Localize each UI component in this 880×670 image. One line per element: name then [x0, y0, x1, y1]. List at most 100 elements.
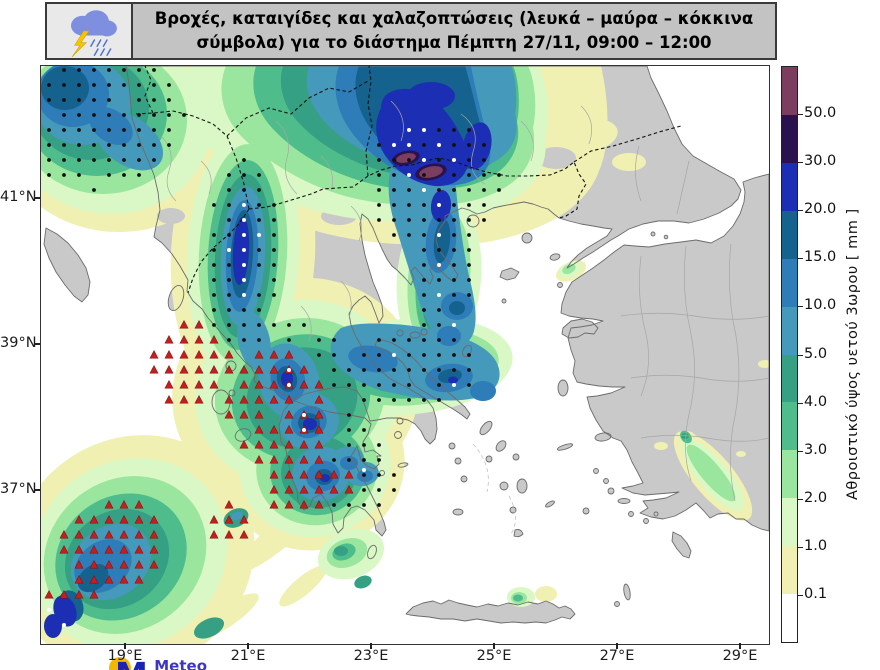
hail-symbol [59, 529, 69, 539]
lon-tick-23E: 23°E [353, 648, 389, 664]
thunderstorm-dot [212, 308, 216, 312]
hail-symbol [89, 559, 99, 569]
thunderstorm-dot [272, 323, 276, 327]
hail-symbol [89, 589, 99, 599]
thunderstorm-dot [272, 218, 276, 222]
thunderstorm-dot [77, 128, 81, 132]
thunderstorm-dot [362, 488, 366, 492]
thunderstorm-dot [212, 263, 216, 267]
colorbar-segment [782, 450, 797, 499]
hail-symbol [254, 349, 264, 359]
thunderstorm-dot [257, 203, 261, 207]
hail-symbol [164, 334, 174, 344]
thunderstorm-dot [227, 188, 231, 192]
colorbar-segment [782, 306, 797, 355]
hail-symbol [89, 574, 99, 584]
hail-symbol [149, 529, 159, 539]
rain-dot [47, 608, 51, 612]
precipitation-colorbar [781, 66, 798, 643]
hail-symbol [194, 349, 204, 359]
storm-cloud-icon [71, 10, 117, 57]
thunderstorm-dot [227, 173, 231, 177]
rain-dot [302, 413, 306, 417]
thunderstorm-dot [332, 353, 336, 357]
thunderstorm-dot [452, 203, 456, 207]
thunderstorm-dot [362, 503, 366, 507]
hail-symbol [119, 529, 129, 539]
thunderstorm-dot [122, 128, 126, 132]
thunderstorm-dot [452, 188, 456, 192]
thunderstorm-dot [392, 338, 396, 342]
thunderstorm-dot [392, 233, 396, 237]
hail-symbol [284, 484, 294, 494]
thunderstorm-dot [392, 368, 396, 372]
hail-symbol [314, 484, 324, 494]
thunderstorm-dot [482, 188, 486, 192]
thunderstorm-dot [167, 98, 171, 102]
cbar-tick-1: 1.0 [804, 538, 828, 554]
hail-symbol [179, 349, 189, 359]
thunderstorm-dot [77, 98, 81, 102]
thunderstorm-dot [392, 173, 396, 177]
hail-symbol [299, 484, 309, 494]
thunderstorm-dot [182, 113, 186, 117]
thunderstorm-dots-layer [47, 68, 501, 507]
thunderstorm-dot [167, 83, 171, 87]
hail-symbol [119, 574, 129, 584]
thunderstorm-dot [407, 353, 411, 357]
lat-tick-41N: 41°N [0, 189, 37, 205]
hail-symbol [314, 394, 324, 404]
rain-dot [287, 368, 291, 372]
cbar-tick-5: 5.0 [804, 346, 828, 362]
thunderstorm-dot [392, 473, 396, 477]
hail-symbol [329, 484, 339, 494]
colorbar-segment [782, 114, 797, 163]
thunderstorm-dot [452, 368, 456, 372]
hail-symbols-layer [44, 319, 354, 599]
hail-symbol [134, 529, 144, 539]
hail-symbol [239, 529, 249, 539]
rain-dot [422, 128, 426, 132]
thunderstorm-dot [377, 203, 381, 207]
thunderstorm-dot [452, 248, 456, 252]
hail-symbol [209, 334, 219, 344]
thunderstorm-dot [152, 68, 156, 72]
hail-symbol [194, 364, 204, 374]
hail-symbol [314, 469, 324, 479]
thunderstorm-dot [167, 113, 171, 117]
thunderstorm-dot [272, 263, 276, 267]
hail-symbol [284, 439, 294, 449]
hail-symbol [299, 439, 309, 449]
thunderstorm-dot [287, 323, 291, 327]
meteo-logo-m: M [115, 655, 148, 670]
thunderstorm-dot [212, 203, 216, 207]
thunderstorm-dot [392, 188, 396, 192]
thunderstorm-dot [467, 188, 471, 192]
cbar-tick-30: 30.0 [804, 153, 837, 169]
thunderstorm-dot [167, 128, 171, 132]
thunderstorm-dot [467, 383, 471, 387]
rain-dots-layer [47, 128, 456, 627]
hail-symbol [254, 439, 264, 449]
thunderstorm-dot [122, 68, 126, 72]
thunderstorm-dot [152, 128, 156, 132]
hail-symbol [269, 379, 279, 389]
thunderstorm-dot [407, 233, 411, 237]
hail-symbol [104, 559, 114, 569]
hail-symbol [209, 349, 219, 359]
hail-symbol [314, 424, 324, 434]
hail-symbol [209, 364, 219, 374]
thunderstorm-dot [497, 173, 501, 177]
hail-symbol [299, 499, 309, 509]
thunderstorm-dot [437, 278, 441, 282]
hail-symbol [119, 544, 129, 554]
rain-dot [452, 383, 456, 387]
thunderstorm-dot [437, 128, 441, 132]
hail-symbol [239, 379, 249, 389]
thunderstorm-dot [377, 338, 381, 342]
thunderstorm-dot [122, 83, 126, 87]
thunderstorm-dot [392, 203, 396, 207]
thunderstorm-dot [377, 368, 381, 372]
hail-symbol [314, 454, 324, 464]
map-frame: M Meteo Όλα για τον καιρό [40, 65, 770, 670]
